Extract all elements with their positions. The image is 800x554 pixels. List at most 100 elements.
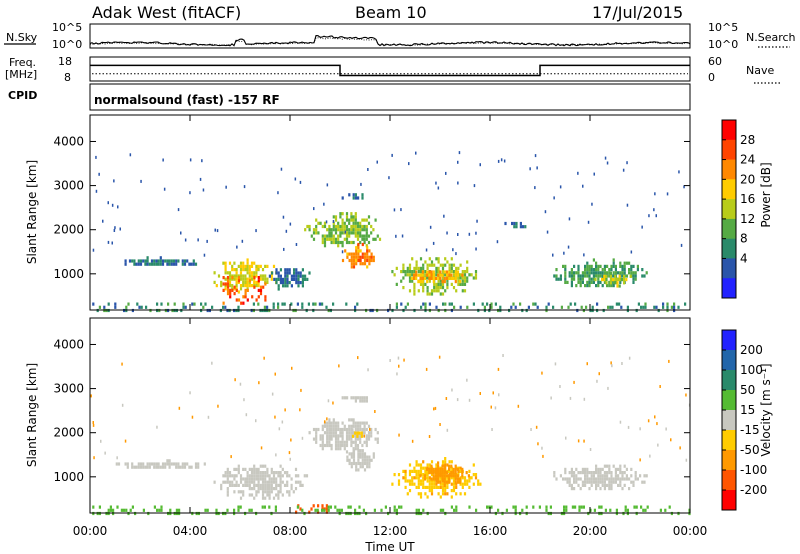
power-cell (271, 271, 274, 275)
power-cell (306, 277, 309, 281)
velocity-cell (237, 467, 240, 471)
velocity-cell (345, 434, 349, 438)
velocity-cell (253, 477, 256, 481)
power-cell (175, 259, 178, 263)
velocity-cell (281, 493, 284, 497)
velocity-colorbar-swatch (722, 370, 736, 391)
velocity-cell (463, 476, 467, 480)
power-cell (634, 274, 637, 278)
power-speckle (678, 170, 680, 174)
velocity-cell (422, 508, 425, 512)
velocity-cell (345, 437, 349, 441)
velocity-cell (348, 431, 351, 435)
velocity-cell (129, 508, 132, 512)
power-cell (237, 276, 241, 280)
velocity-cell (363, 468, 367, 472)
power-speckle (593, 172, 595, 176)
power-cell (321, 224, 324, 229)
velocity-cell (617, 467, 620, 471)
power-cell (567, 305, 570, 309)
power-cell (328, 231, 331, 235)
power-speckle (437, 186, 440, 190)
velocity-cell (599, 471, 602, 475)
power-cell (461, 276, 464, 280)
velocity-cell (430, 492, 434, 496)
power-cell (239, 268, 243, 272)
power-cell (368, 255, 371, 259)
power-cell (603, 268, 606, 272)
velocity-cell (610, 483, 613, 487)
power-speckle (475, 231, 477, 235)
velocity-cell (352, 440, 355, 444)
power-speckle (236, 245, 238, 249)
power-cell (308, 224, 311, 229)
power-cell (454, 280, 457, 284)
power-cell (262, 285, 265, 289)
velocity-speckle (583, 397, 586, 401)
velocity-cell (586, 480, 589, 484)
power-colorbar-tick-label: 12 (740, 212, 755, 226)
power-speckle (552, 253, 554, 257)
velocity-cell (365, 427, 368, 432)
velocity-cell (340, 508, 343, 512)
velocity-cell (459, 492, 462, 496)
velocity-cell (621, 474, 624, 478)
velocity-cell (330, 434, 333, 438)
velocity-cell (466, 479, 469, 483)
power-cell (603, 271, 606, 275)
velocity-cell (183, 462, 187, 466)
velocity-cell (644, 508, 647, 512)
power-cell (136, 302, 139, 306)
power-cell (350, 262, 353, 266)
velocity-cell (259, 474, 262, 478)
velocity-cell (357, 461, 360, 466)
velocity-cell (261, 471, 265, 475)
power-cell (361, 255, 364, 259)
power-cell (138, 305, 141, 309)
velocity-cell (419, 479, 423, 483)
velocity-cell (474, 473, 478, 477)
velocity-ytick-label: 3000 (53, 382, 84, 396)
power-cell (107, 302, 110, 306)
power-cell (182, 305, 185, 309)
velocity-speckle (156, 425, 158, 429)
velocity-cell (588, 471, 591, 475)
power-cell (426, 280, 429, 284)
velocity-cell (363, 461, 367, 466)
velocity-cell (598, 505, 601, 509)
power-cell (588, 274, 591, 278)
velocity-cell (288, 493, 291, 497)
velocity-cell (450, 489, 453, 493)
power-cell (363, 224, 366, 229)
power-cell (632, 274, 635, 278)
velocity-cell (350, 461, 353, 466)
power-cell (422, 289, 425, 293)
power-cell (439, 273, 442, 277)
velocity-speckle (554, 362, 557, 366)
power-speckle (457, 181, 459, 185)
velocity-speckle (367, 368, 369, 372)
power-cell (357, 249, 360, 253)
power-speckle (546, 230, 549, 234)
power-cell (284, 277, 287, 281)
velocity-cell (368, 458, 371, 462)
power-speckle (496, 240, 499, 244)
power-cell (266, 264, 269, 268)
velocity-cell (161, 465, 165, 469)
power-cell (459, 305, 462, 309)
velocity-speckle (104, 451, 106, 455)
velocity-cell (345, 443, 349, 448)
power-cell (395, 266, 398, 270)
power-cell (442, 302, 445, 306)
velocity-cell (606, 477, 609, 481)
velocity-cell (161, 462, 165, 466)
velocity-cell (614, 474, 617, 478)
velocity-heatmap (90, 354, 691, 516)
power-speckle (162, 158, 164, 162)
power-cell (306, 224, 309, 229)
velocity-cell (266, 490, 269, 494)
freq-panel-frame (89, 56, 691, 82)
velocity-cell (135, 465, 138, 469)
power-cell (135, 262, 138, 266)
power-cell (445, 276, 449, 280)
